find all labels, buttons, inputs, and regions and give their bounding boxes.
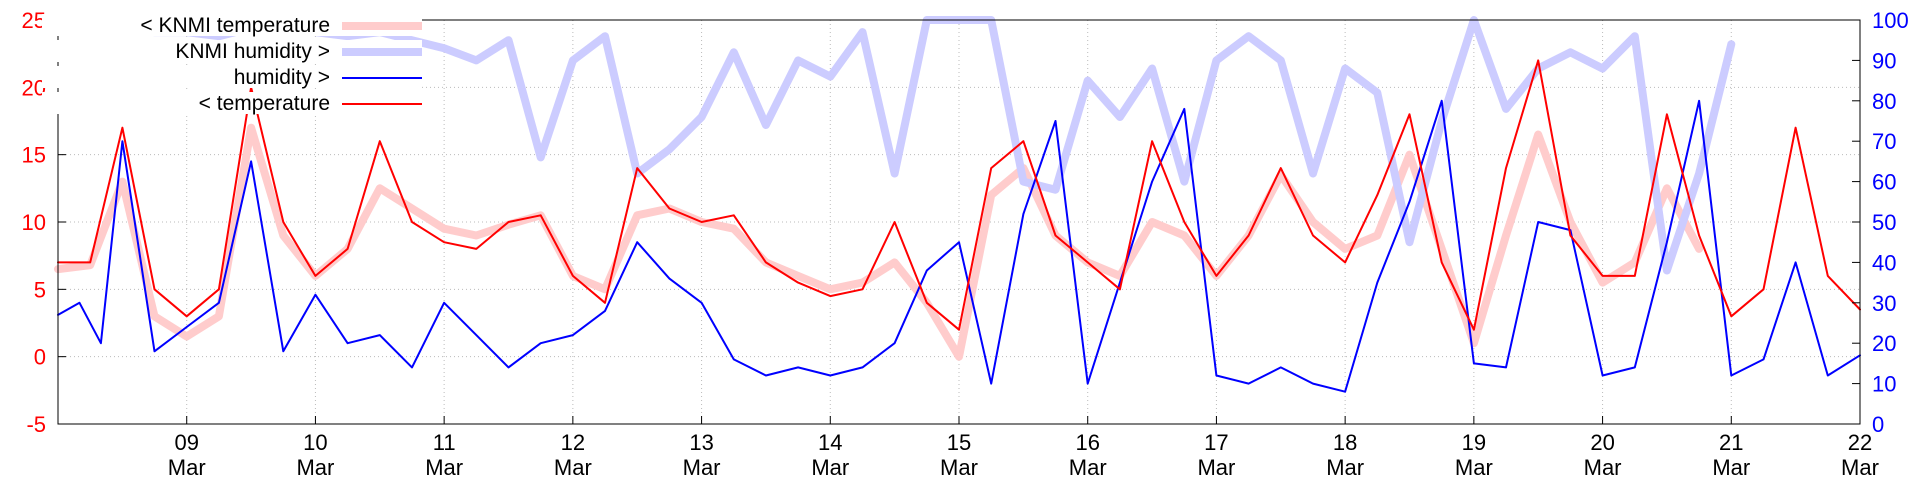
x-tick-label-day: 19 — [1462, 430, 1486, 455]
series-line-3 — [57, 59, 1861, 331]
x-axis: 09Mar10Mar11Mar12Mar13Mar14Mar15Mar16Mar… — [168, 416, 1879, 480]
legend-label: < KNMI temperature — [140, 14, 330, 37]
x-tick-label-day: 15 — [947, 430, 971, 455]
x-tick-label-month: Mar — [168, 455, 206, 480]
y-axis-left: -5 0 5 10 15 20 25 — [22, 8, 66, 437]
y-right-tick-label: 100 — [1872, 8, 1909, 33]
y-axis-right: 0 10 20 30 40 50 60 70 80 90 100 — [1852, 8, 1909, 437]
legend-bg — [42, 40, 422, 62]
y-right-tick-label: 10 — [1872, 372, 1896, 397]
x-tick-label-month: Mar — [296, 455, 334, 480]
y-right-tick-label: 90 — [1872, 48, 1896, 73]
x-tick-label-month: Mar — [1455, 455, 1493, 480]
x-tick-label-month: Mar — [940, 455, 978, 480]
legend-label: KNMI humidity > — [175, 40, 330, 63]
x-tick-label-day: 10 — [303, 430, 327, 455]
series-line-2 — [57, 99, 1861, 393]
x-tick-label-month: Mar — [554, 455, 592, 480]
y-right-tick-label: 80 — [1872, 89, 1896, 114]
x-tick-label-month: Mar — [683, 455, 721, 480]
x-tick-label-month: Mar — [1841, 455, 1879, 480]
x-tick-label-day: 13 — [689, 430, 713, 455]
x-tick-label-day: 11 — [433, 430, 456, 455]
x-tick-label-month: Mar — [1326, 455, 1364, 480]
y-right-tick-label: 50 — [1872, 210, 1896, 235]
x-tick-label-day: 09 — [174, 430, 198, 455]
x-tick-label-day: 12 — [561, 430, 585, 455]
legend-label: humidity > — [234, 66, 330, 89]
y-left-tick-label: 15 — [22, 143, 46, 168]
y-right-tick-label: 20 — [1872, 331, 1896, 356]
x-tick-label-day: 22 — [1848, 430, 1872, 455]
y-left-tick-label: 10 — [22, 210, 46, 235]
y-left-tick-label: -5 — [26, 412, 46, 437]
y-right-tick-label: 60 — [1872, 170, 1896, 195]
x-tick-label-month: Mar — [811, 455, 849, 480]
x-tick-label-month: Mar — [1584, 455, 1622, 480]
y-right-tick-label: 30 — [1872, 291, 1896, 316]
legend-bg — [42, 14, 422, 36]
x-tick-label-month: Mar — [425, 455, 463, 480]
legend: < KNMI temperature KNMI humidity > humidit… — [42, 14, 422, 115]
x-tick-label-month: Mar — [1069, 455, 1107, 480]
x-tick-label-day: 20 — [1590, 430, 1614, 455]
y-left-tick-label: 25 — [22, 8, 46, 33]
x-tick-label-day: 16 — [1075, 430, 1099, 455]
x-tick-label-day: 17 — [1204, 430, 1228, 455]
y-left-tick-label: 5 — [34, 277, 46, 302]
x-tick-label-day: 14 — [818, 430, 842, 455]
y-right-tick-label: 40 — [1872, 250, 1896, 275]
y-left-tick-label: 20 — [22, 75, 46, 100]
y-left-tick-label: 0 — [34, 345, 46, 370]
legend-bg — [42, 92, 422, 114]
x-tick-label-day: 21 — [1719, 430, 1743, 455]
y-right-tick-label: 0 — [1872, 412, 1884, 437]
x-tick-label-month: Mar — [1712, 455, 1750, 480]
legend-bg — [42, 66, 422, 88]
x-tick-label-month: Mar — [1197, 455, 1235, 480]
x-tick-label-day: 18 — [1333, 430, 1357, 455]
legend-label: < temperature — [199, 92, 330, 115]
y-right-tick-label: 70 — [1872, 129, 1896, 154]
